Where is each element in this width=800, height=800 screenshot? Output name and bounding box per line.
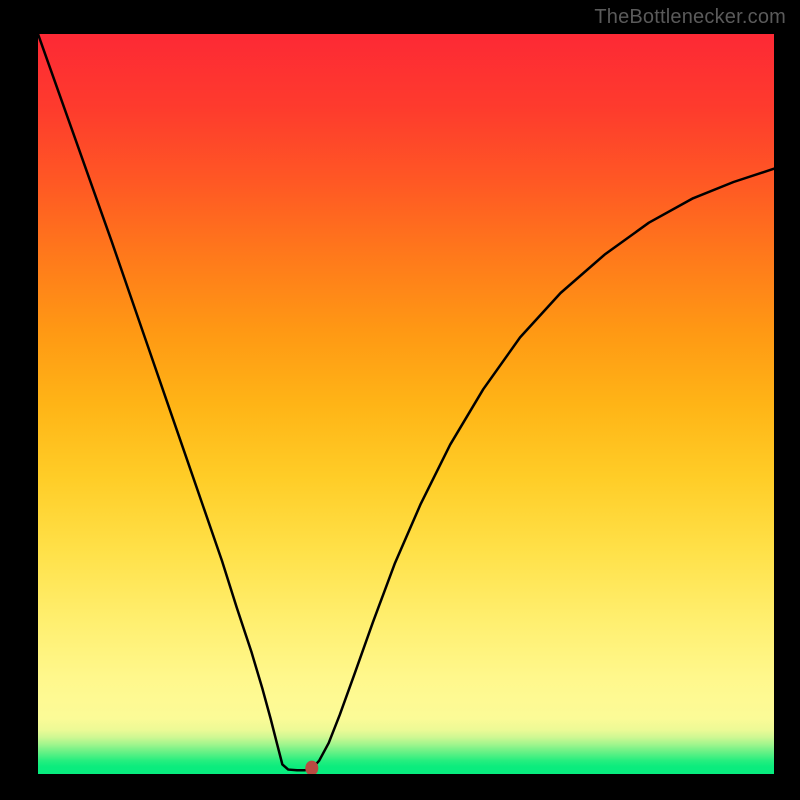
watermark-text: TheBottlenecker.com bbox=[594, 6, 786, 29]
frame-bottom bbox=[0, 774, 800, 800]
chart-plot-area bbox=[38, 34, 774, 774]
gradient-background bbox=[38, 34, 774, 774]
chart-svg bbox=[38, 34, 774, 774]
frame-right bbox=[774, 0, 800, 800]
frame-left bbox=[0, 0, 38, 800]
